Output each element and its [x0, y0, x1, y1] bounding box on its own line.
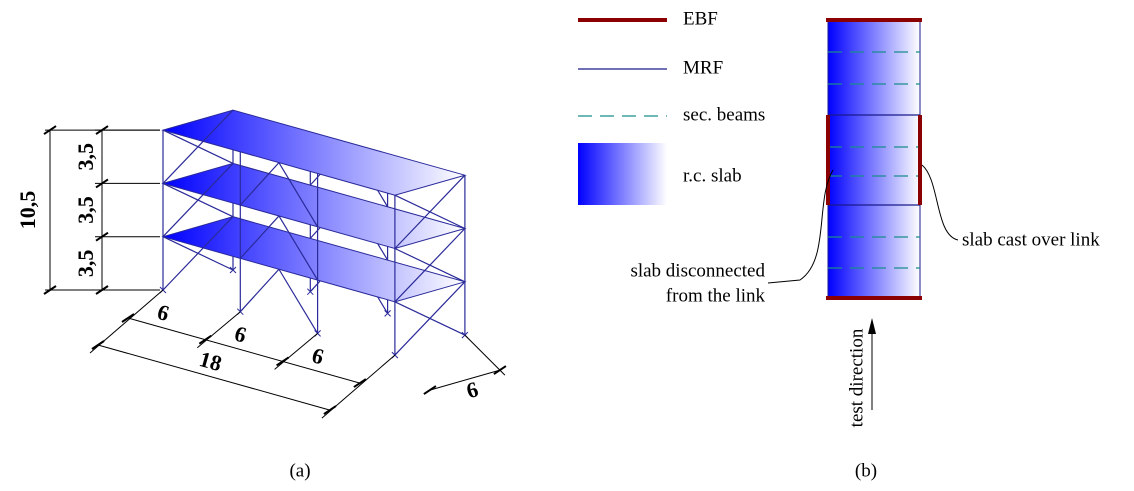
figure: 10,5 3,5 3,5 3,5 6 6 6 18 6 EBF MRF sec. beams r…: [0, 0, 1134, 491]
legend-label: r.c. slab: [683, 165, 742, 186]
legend-slab-swatch: [578, 143, 667, 205]
dimension-line: [465, 335, 505, 375]
slab-plan: [828, 20, 920, 298]
frame-3d: [160, 110, 468, 358]
annotation: slab disconnected: [630, 260, 765, 281]
dimension-tick: [277, 357, 289, 365]
leader-right: [922, 165, 958, 240]
dimension-label: 10,5: [15, 191, 40, 230]
dimension-label: 3,5: [73, 196, 98, 224]
dimension-label: 6: [155, 299, 172, 326]
dimension-tick: [494, 366, 506, 374]
dimension-label: 6: [464, 376, 481, 403]
annotation: from the link: [666, 285, 766, 306]
dimension-label: 3,5: [73, 250, 98, 278]
leader-left: [768, 170, 833, 283]
test-direction-label: test direction: [846, 328, 867, 427]
legend-label: sec. beams: [683, 104, 765, 125]
brace: [395, 302, 465, 335]
caption: (b): [855, 460, 877, 481]
legend-label: MRF: [683, 57, 723, 78]
dimension-tick: [199, 336, 211, 344]
brace: [240, 269, 279, 311]
dimension-tick: [324, 406, 336, 414]
dimension-label: 18: [197, 346, 225, 376]
dimension-label: 6: [309, 342, 326, 369]
annotation: slab cast over link: [962, 229, 1100, 250]
caption: (a): [289, 460, 310, 481]
legend-label: EBF: [683, 8, 718, 29]
dimension-tick: [424, 386, 436, 394]
arrow-head: [868, 318, 876, 334]
dimension-label: 3,5: [73, 143, 98, 171]
dimension-tick: [92, 341, 104, 349]
dimension-label: 6: [232, 321, 249, 348]
